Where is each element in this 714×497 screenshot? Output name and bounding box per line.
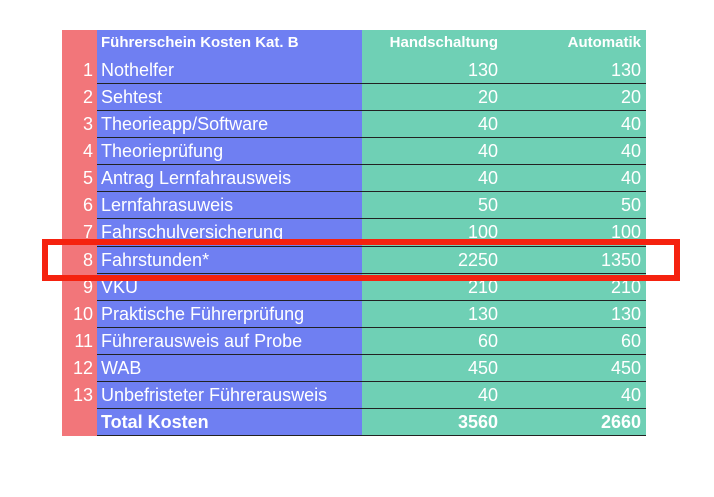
item-name: Antrag Lernfahrausweis — [97, 165, 362, 193]
index-blank — [62, 409, 97, 437]
cost-manual: 450 — [362, 354, 503, 382]
cost-manual: 130 — [362, 300, 503, 328]
cost-automatic: 40 — [503, 381, 646, 410]
item-name: WAB — [97, 354, 362, 382]
index-header — [62, 30, 97, 57]
cost-automatic: 1350 — [503, 246, 646, 274]
row-index: 12 — [62, 354, 97, 382]
cost-automatic: 40 — [503, 111, 646, 139]
row-index: 13 — [62, 381, 97, 410]
highlight-box — [42, 239, 680, 281]
cost-manual: 130 — [362, 57, 503, 85]
item-name: Unbefristeter Führerausweis — [97, 381, 362, 410]
item-name: Sehtest — [97, 84, 362, 112]
row-index: 5 — [62, 165, 97, 193]
cost-automatic: 20 — [503, 84, 646, 112]
cost-automatic: 60 — [503, 327, 646, 355]
item-name: Fahrstunden* — [97, 246, 362, 274]
cost-manual: 40 — [362, 165, 503, 193]
cost-automatic: 40 — [503, 165, 646, 193]
row-index: 2 — [62, 84, 97, 112]
row-index: 1 — [62, 57, 97, 85]
column-header: Handschaltung — [362, 30, 503, 57]
cost-manual: 2250 — [362, 246, 503, 274]
row-index: 8 — [62, 246, 97, 274]
cost-manual: 40 — [362, 381, 503, 410]
item-name: Theorieapp/Software — [97, 111, 362, 139]
cost-manual: 50 — [362, 192, 503, 220]
cost-automatic: 450 — [503, 354, 646, 382]
cost-manual: 3560 — [362, 409, 503, 437]
cost-automatic: 2660 — [503, 409, 646, 437]
column-header: Automatik — [503, 30, 646, 57]
item-name: Theorieprüfung — [97, 138, 362, 166]
cost-manual: 60 — [362, 327, 503, 355]
cost-manual: 40 — [362, 111, 503, 139]
row-index: 4 — [62, 138, 97, 166]
cost-automatic: 40 — [503, 138, 646, 166]
cost-automatic: 50 — [503, 192, 646, 220]
cost-automatic: 130 — [503, 300, 646, 328]
row-index: 10 — [62, 300, 97, 328]
cost-manual: 20 — [362, 84, 503, 112]
total-label: Total Kosten — [97, 409, 362, 437]
row-index: 11 — [62, 327, 97, 355]
cost-automatic: 130 — [503, 57, 646, 85]
row-index: 6 — [62, 192, 97, 220]
column-header: Führerschein Kosten Kat. B — [97, 30, 362, 57]
item-name: Lernfahrasuweis — [97, 192, 362, 220]
item-name: Nothelfer — [97, 57, 362, 85]
row-index: 3 — [62, 111, 97, 139]
item-name: Praktische Führerprüfung — [97, 300, 362, 328]
cost-manual: 40 — [362, 138, 503, 166]
item-name: Führerausweis auf Probe — [97, 327, 362, 355]
